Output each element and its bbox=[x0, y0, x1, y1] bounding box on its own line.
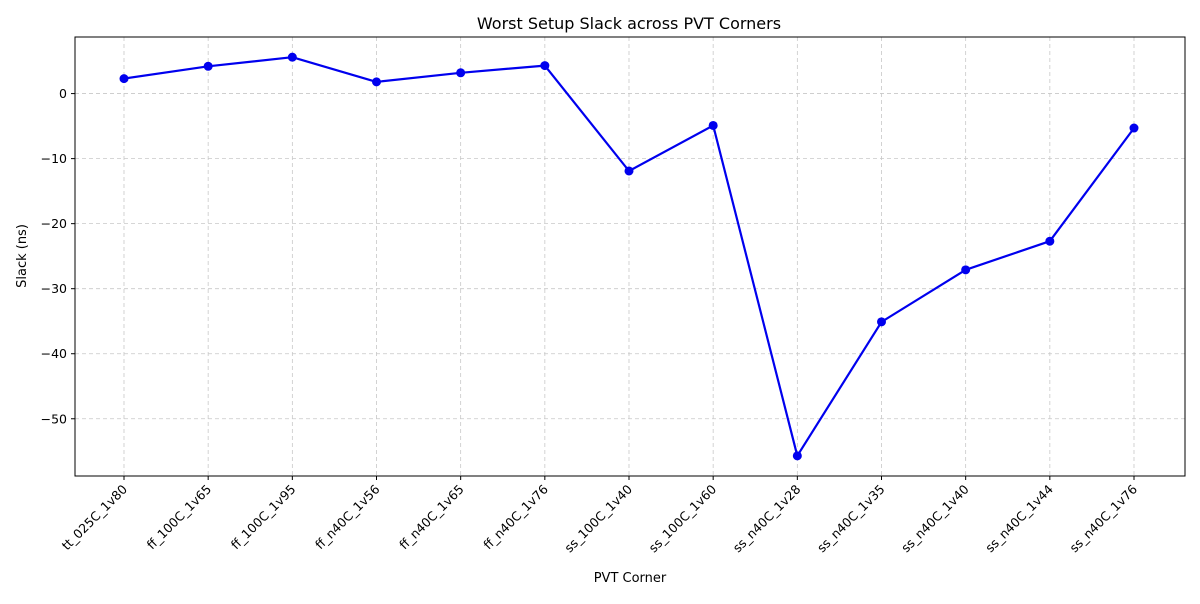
y-axis-ticks: 0 −10 −20 −30 −40 −50 bbox=[41, 86, 75, 426]
x-tick-label: ff_n40C_1v65 bbox=[396, 482, 467, 553]
x-tick-label: ss_n40C_1v35 bbox=[814, 482, 888, 556]
x-tick-label: ss_n40C_1v40 bbox=[898, 481, 972, 555]
data-point-marker bbox=[456, 68, 466, 78]
y-tick-label: −10 bbox=[41, 151, 67, 166]
x-tick-label: ss_100C_1v40 bbox=[561, 481, 635, 555]
data-point-marker bbox=[1129, 123, 1139, 133]
y-tick-label: −40 bbox=[41, 346, 67, 361]
data-point-marker bbox=[119, 74, 129, 84]
y-tick-label: 0 bbox=[59, 86, 67, 101]
x-tick-label: ss_n40C_1v44 bbox=[982, 481, 1056, 555]
y-tick-label: −50 bbox=[41, 411, 67, 426]
x-tick-label: ss_100C_1v60 bbox=[645, 481, 719, 555]
data-point-marker bbox=[1045, 236, 1055, 246]
y-tick-label: −30 bbox=[41, 281, 67, 296]
chart-title: Worst Setup Slack across PVT Corners bbox=[477, 14, 781, 33]
data-point-marker bbox=[372, 77, 381, 87]
y-tick-label: −20 bbox=[41, 216, 67, 231]
data-point-marker bbox=[792, 451, 802, 461]
data-point-marker bbox=[961, 265, 971, 275]
data-point-marker bbox=[624, 166, 634, 176]
x-tick-label: ff_100C_1v95 bbox=[228, 482, 299, 553]
x-tick-label: ff_100C_1v65 bbox=[144, 482, 215, 553]
data-point-marker bbox=[203, 61, 213, 71]
x-tick-label: tt_025C_1v80 bbox=[59, 481, 131, 553]
x-tick-label: ff_n40C_1v56 bbox=[312, 481, 383, 552]
x-axis-label: PVT Corner bbox=[594, 571, 667, 586]
data-point-marker bbox=[708, 120, 718, 130]
y-axis-label: Slack (ns) bbox=[15, 224, 30, 288]
x-tick-label: ff_n40C_1v76 bbox=[480, 481, 551, 552]
x-axis-ticks: tt_025C_1v80 ff_100C_1v65 ff_100C_1v95 ff_n… bbox=[59, 476, 1140, 556]
x-tick-label: ss_n40C_1v76 bbox=[1066, 481, 1140, 555]
grid-lines bbox=[75, 37, 1185, 476]
data-point-marker bbox=[287, 52, 297, 62]
plot-area-frame bbox=[74, 36, 1186, 477]
data-point-marker bbox=[877, 317, 886, 327]
x-tick-label: ss_n40C_1v28 bbox=[730, 481, 804, 555]
series-layer bbox=[119, 52, 1139, 461]
data-point-marker bbox=[540, 61, 550, 71]
